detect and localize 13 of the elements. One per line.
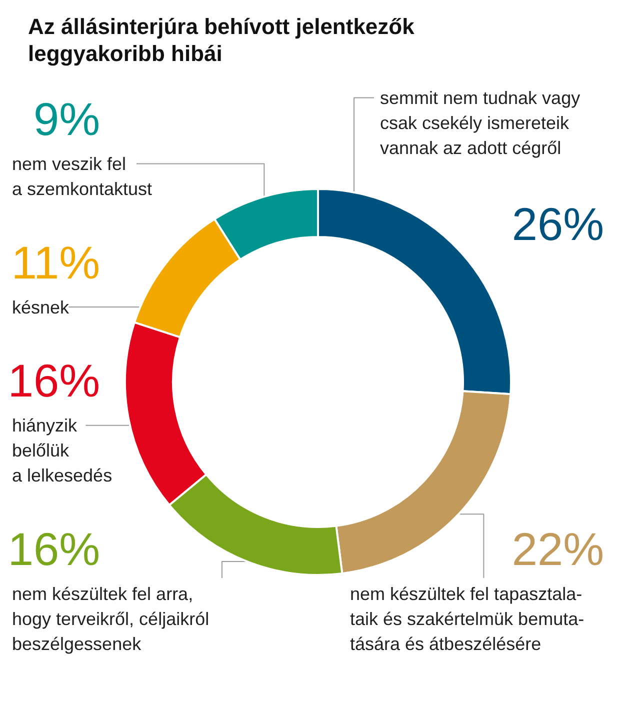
data-label: 9%: [34, 93, 100, 145]
slice-label: hiányzik belőlük a lelkesedés: [12, 416, 112, 486]
data-label: 16%: [8, 354, 100, 407]
slice-label: semmit nem tudnak vagy csak csekély ismereteik vannak az adott cégről: [380, 88, 580, 158]
slice-label: nem készültek fel arra, hogy terveikről, céljaikról beszélgessenek: [12, 584, 210, 654]
data-label: 26%: [512, 198, 604, 250]
data-label: 11%: [11, 236, 100, 288]
chart-title: Az állásinterjúra behívott jelentkezők leggyakoribb hibái: [28, 14, 416, 66]
data-label: 16%: [8, 523, 100, 575]
slice-label: késnek: [12, 297, 70, 318]
slice-label: nem készültek fel tapasztala- taik és szakértelmük bemuta- tására és átbeszélésére: [350, 584, 584, 654]
slice-label: nem veszik fel a szemkontaktust: [12, 154, 152, 199]
data-label: 22%: [512, 523, 604, 575]
